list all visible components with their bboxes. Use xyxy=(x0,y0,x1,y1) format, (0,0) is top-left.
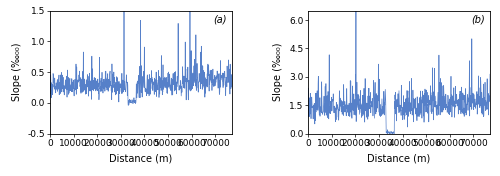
Text: (a): (a) xyxy=(213,14,226,24)
Text: (b): (b) xyxy=(471,14,484,24)
X-axis label: Distance (m): Distance (m) xyxy=(368,153,430,163)
Y-axis label: Slope (‰₀₀): Slope (‰₀₀) xyxy=(274,43,283,101)
X-axis label: Distance (m): Distance (m) xyxy=(110,153,172,163)
Y-axis label: Slope (‰₀₀): Slope (‰₀₀) xyxy=(12,43,22,101)
